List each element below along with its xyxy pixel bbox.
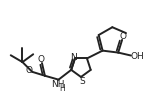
Text: O: O — [26, 66, 33, 75]
Text: H: H — [59, 84, 65, 93]
Text: O: O — [37, 55, 45, 64]
Text: S: S — [79, 76, 85, 85]
Text: N: N — [71, 53, 77, 62]
Text: O: O — [120, 32, 127, 41]
Text: NH: NH — [51, 79, 64, 88]
Text: OH: OH — [131, 52, 145, 60]
